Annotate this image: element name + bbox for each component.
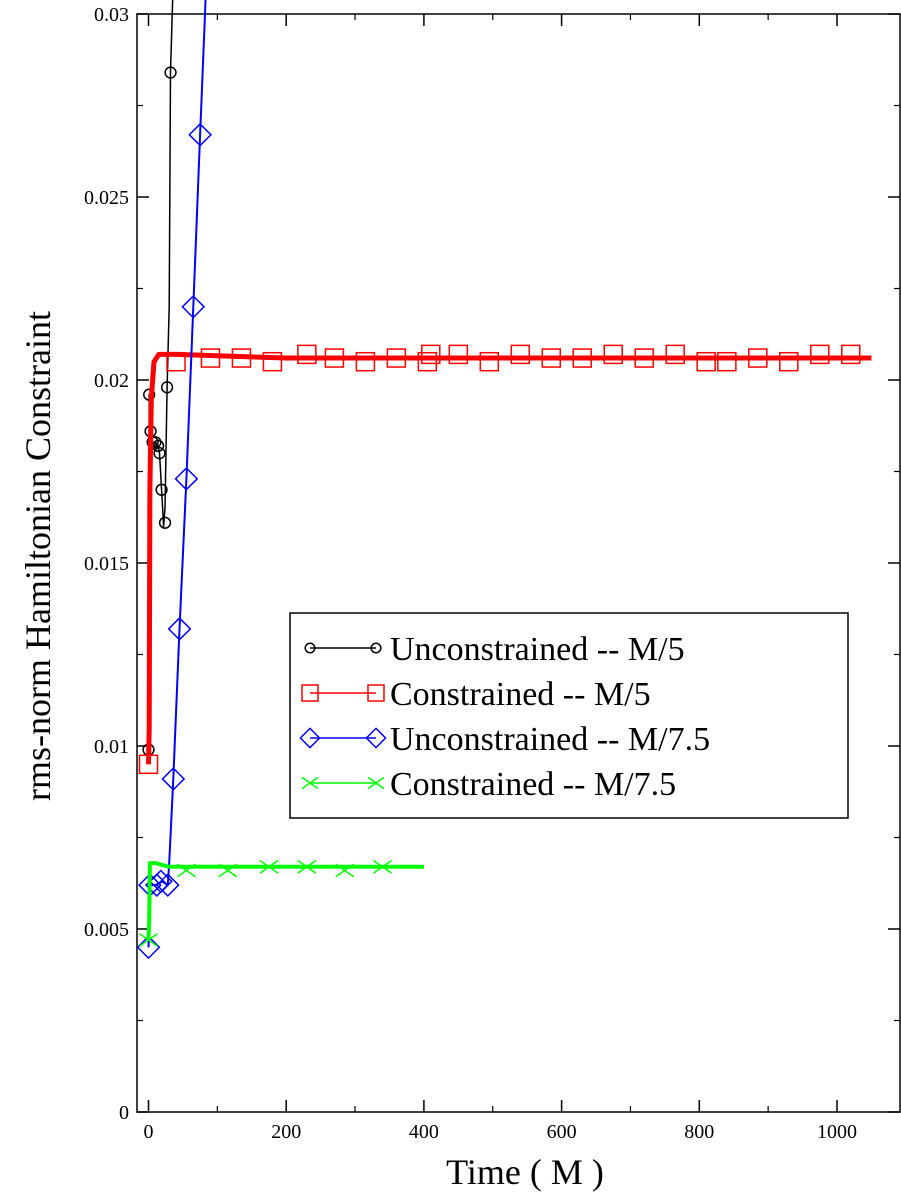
data-point: [421, 344, 441, 365]
data-point-stroke: [297, 859, 317, 874]
data-point: [665, 344, 685, 365]
x-tick-label: 200: [271, 1121, 301, 1143]
data-point: [541, 348, 562, 368]
series-2: [138, 344, 872, 775]
data-point: [355, 351, 376, 372]
series-line: [146, 861, 424, 941]
data-point: [335, 863, 355, 878]
series-line: [147, 0, 207, 948]
y-tick-label: 0.005: [84, 919, 129, 941]
data-point-stroke: [139, 933, 158, 947]
data-point: [386, 348, 407, 368]
data-point: [149, 869, 173, 894]
data-point: [448, 344, 469, 365]
y-axis: 0 0.005 0.01 0.015 0.02 0.025 0.03: [84, 4, 900, 1124]
data-point: [810, 344, 830, 365]
legend-label: Unconstrained -- M/5: [390, 631, 685, 668]
data-point-stroke: [301, 776, 319, 790]
data-point: [176, 863, 196, 878]
data-point: [572, 348, 593, 368]
y-tick-label: 0.03: [94, 4, 129, 26]
data-point-stroke: [218, 863, 238, 878]
x-axis: 0 200 400 600 800 1000: [144, 14, 857, 1143]
x-tick-label: 600: [547, 1121, 577, 1143]
data-point: [299, 727, 321, 749]
x-tick-label: 800: [684, 1121, 714, 1143]
data-point: [779, 351, 799, 372]
data-point: [158, 516, 172, 529]
data-point: [155, 873, 180, 897]
data-point-stroke: [259, 859, 279, 874]
data-point: [297, 344, 317, 365]
data-point: [841, 344, 861, 365]
data-point-stroke: [373, 859, 393, 874]
data-point: [139, 933, 158, 947]
data-point: [304, 642, 316, 654]
data-point: [365, 727, 387, 749]
legend-item: Constrained -- M/7.5: [301, 766, 676, 803]
data-point: [373, 859, 393, 874]
data-point: [717, 351, 737, 372]
data-point: [301, 776, 319, 790]
plot-border: [136, 13, 901, 1113]
data-point: [324, 348, 345, 368]
data-point: [200, 348, 221, 368]
y-axis-title: rms-norm Hamiltonian Constraint: [18, 311, 58, 801]
legend: Unconstrained -- M/5 Constrained -- M/5 Un…: [289, 612, 849, 819]
data-point: [161, 767, 186, 791]
legend-item: Unconstrained -- M/7.5: [299, 721, 710, 758]
data-point-stroke: [367, 776, 385, 790]
data-point: [174, 466, 199, 491]
data-point: [510, 344, 531, 365]
data-point: [417, 351, 438, 372]
data-point: [166, 351, 186, 372]
x-tick-label: 1000: [817, 1121, 857, 1143]
legend-label: Unconstrained -- M/7.5: [390, 721, 710, 758]
data-point: [160, 381, 174, 394]
x-tick-label: 400: [409, 1121, 439, 1143]
data-point: [297, 859, 317, 874]
legend-label: Constrained -- M/5: [390, 676, 651, 713]
data-point: [262, 351, 283, 372]
data-point: [167, 617, 192, 641]
data-point: [137, 935, 161, 960]
data-point: [181, 294, 206, 319]
data-point: [188, 122, 212, 147]
x-tick-label: 0: [144, 1121, 154, 1143]
data-point: [634, 348, 654, 368]
data-point: [164, 66, 177, 79]
data-point: [259, 859, 279, 874]
y-tick-label: 0.015: [84, 553, 129, 575]
y-tick-label: 0.025: [84, 187, 129, 209]
data-point: [301, 684, 319, 702]
data-point: [696, 351, 716, 372]
data-point: [138, 754, 159, 775]
x-axis-title: Time ( M ): [446, 1152, 604, 1192]
data-point: [479, 351, 500, 372]
data-point: [367, 684, 385, 702]
data-point-stroke: [335, 863, 355, 878]
series-4: [139, 859, 424, 947]
legend-box: [289, 612, 849, 819]
data-point: [748, 348, 768, 368]
plot-frame: [136, 13, 901, 1113]
legend-label: Constrained -- M/7.5: [390, 766, 676, 803]
data-point: [218, 863, 238, 878]
legend-item: Constrained -- M/5: [301, 676, 651, 713]
y-tick-label: 0.02: [94, 370, 129, 392]
data-point: [231, 348, 252, 368]
data-point: [367, 776, 385, 790]
y-tick-label: 0.01: [94, 736, 129, 758]
data-point: [153, 447, 166, 460]
data-point: [155, 483, 168, 496]
series-layer: [137, 0, 872, 960]
data-point-stroke: [176, 863, 196, 878]
legend-item: Unconstrained -- M/5: [304, 631, 685, 668]
data-point: [370, 642, 382, 654]
y-tick-label: 0: [119, 1102, 129, 1124]
data-point: [603, 344, 623, 365]
